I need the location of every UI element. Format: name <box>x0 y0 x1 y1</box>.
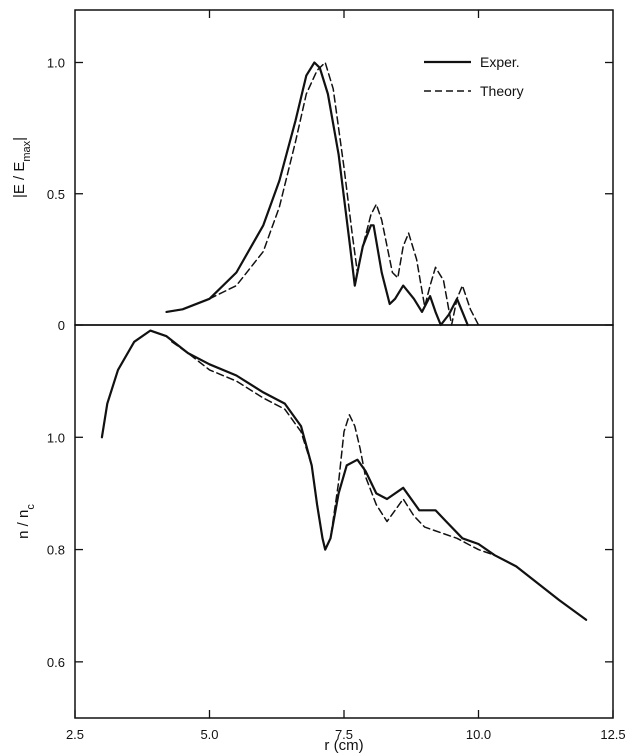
bottom-panel-frame <box>74 324 614 719</box>
x-tick-label: 5.0 <box>200 727 218 742</box>
bottom-panel-series <box>100 329 588 621</box>
bottom-series-exper-line <box>100 329 588 621</box>
bottom-y-tick-label: 1.0 <box>47 430 65 445</box>
top-y-axis-label-sub: max <box>21 140 33 161</box>
x-tick-label: 10.0 <box>466 727 491 742</box>
top-panel-ticks: 0 0.5 1.0 <box>47 10 613 333</box>
legend-exper-label: Exper. <box>480 54 520 70</box>
top-y-axis-label: |E / Emax| <box>11 137 33 198</box>
top-series-exper-line <box>165 61 469 327</box>
top-panel: 0 0.5 1.0 Exper. Theory |E / Emax| <box>11 9 614 333</box>
x-axis-label: r (cm) <box>324 737 363 754</box>
top-series-theory-line <box>208 61 480 326</box>
top-y-tick-label: 1.0 <box>47 56 65 71</box>
legend-theory-label: Theory <box>480 83 524 99</box>
top-y-tick-label: 0 <box>58 318 65 333</box>
bottom-y-axis-label-main: n / n <box>15 510 32 539</box>
bottom-y-tick-label: 0.6 <box>47 655 65 670</box>
bottom-y-axis-label-sub: c <box>25 504 37 510</box>
bottom-series-theory-line <box>171 341 496 556</box>
x-tick-label: 2.5 <box>66 727 84 742</box>
top-panel-series <box>165 61 480 327</box>
bottom-y-tick-label: 0.8 <box>47 543 65 558</box>
bottom-y-axis-label: n / nc <box>15 504 37 539</box>
bottom-panel: 0.6 0.8 1.0 2.5 5.0 7.5 10.0 12.5 n / nc r (cm) <box>15 324 626 754</box>
top-y-axis-label-main: |E / E <box>11 162 28 198</box>
bottom-panel-ticks: 0.6 0.8 1.0 2.5 5.0 7.5 10.0 12.5 <box>47 430 626 742</box>
x-tick-label: 7.5 <box>335 727 353 742</box>
top-y-axis-label-end: | <box>11 137 28 141</box>
top-y-tick-label: 0.5 <box>47 187 65 202</box>
x-tick-label: 12.5 <box>600 727 625 742</box>
legend: Exper. Theory <box>424 54 524 99</box>
